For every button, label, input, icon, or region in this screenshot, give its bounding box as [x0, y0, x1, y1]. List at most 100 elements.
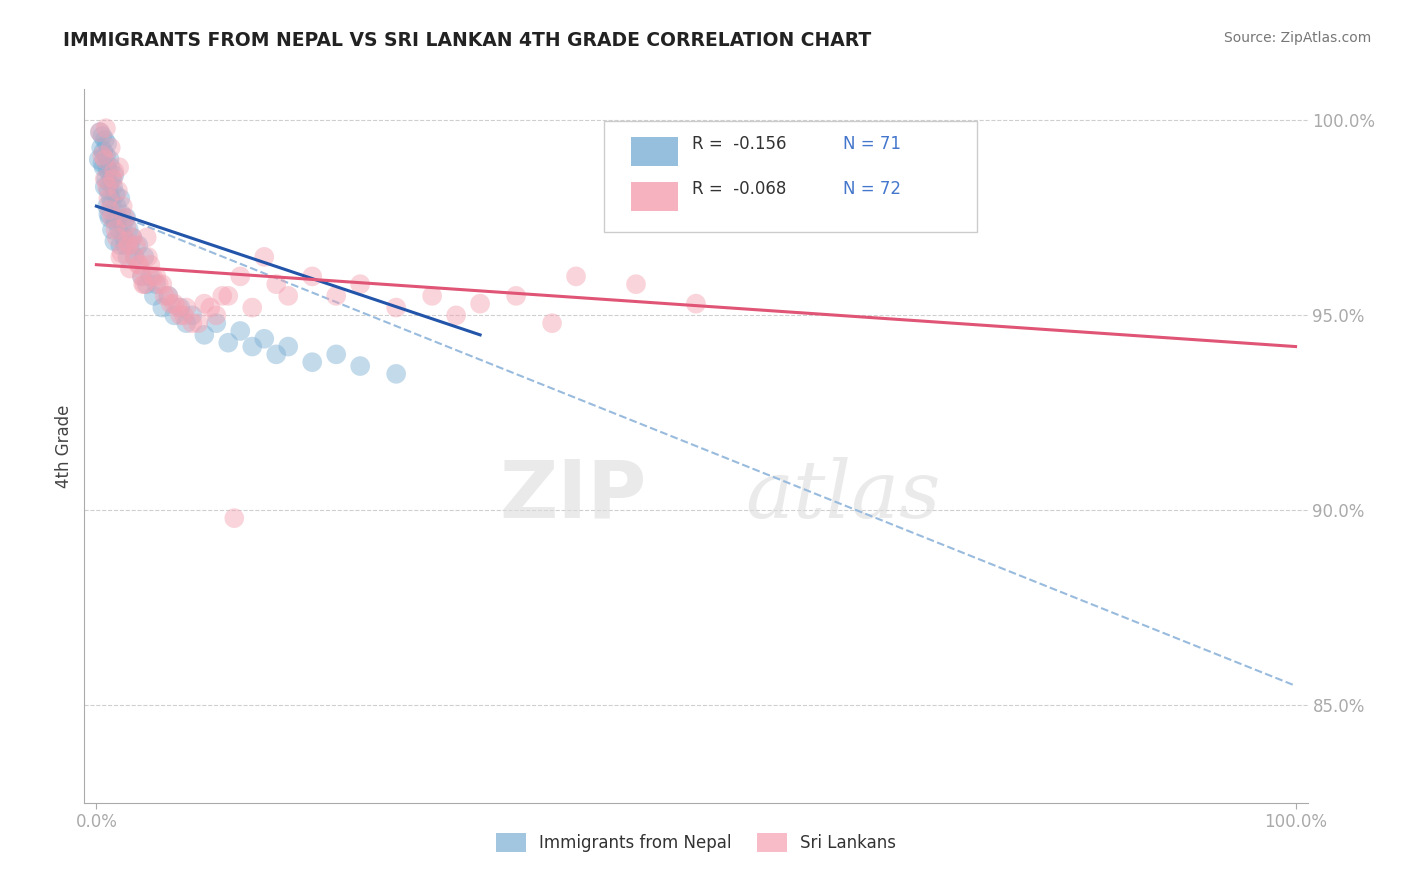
Point [157, 289, 180, 303]
Point [101, 172, 124, 186]
Point [97, 184, 120, 198]
Point [205, 309, 228, 323]
Text: R =  -0.068: R = -0.068 [692, 180, 787, 198]
Point [93, 160, 115, 174]
Point [148, 277, 170, 292]
Point [264, 347, 287, 361]
Point [121, 230, 143, 244]
Point [145, 277, 167, 292]
Point [107, 211, 129, 225]
Point [125, 238, 148, 252]
Point [349, 277, 371, 292]
Point [89, 125, 111, 139]
Point [127, 258, 149, 272]
Point [118, 238, 141, 252]
Point [118, 222, 141, 236]
Y-axis label: 4th Grade: 4th Grade [55, 404, 73, 488]
Point [93, 133, 117, 147]
Point [167, 301, 190, 315]
Point [150, 301, 173, 315]
Point [131, 269, 153, 284]
Point [96, 199, 118, 213]
Point [91, 128, 114, 143]
Point [115, 211, 138, 225]
Point [91, 148, 114, 162]
Point [142, 269, 165, 284]
Point [128, 258, 150, 272]
Point [253, 332, 276, 346]
Point [325, 347, 347, 361]
Point [124, 250, 146, 264]
Point [94, 172, 117, 186]
Point [101, 222, 124, 236]
Text: ZIP: ZIP [499, 457, 647, 535]
Text: N = 72: N = 72 [842, 180, 901, 198]
Point [264, 277, 287, 292]
Point [97, 191, 120, 205]
Point [96, 136, 118, 151]
Point [110, 250, 132, 264]
Point [110, 238, 132, 252]
Point [103, 168, 125, 182]
Point [103, 164, 125, 178]
Point [93, 145, 115, 159]
Legend: Immigrants from Nepal, Sri Lankans: Immigrants from Nepal, Sri Lankans [489, 826, 903, 859]
Point [101, 172, 124, 186]
Point [98, 176, 121, 190]
Point [134, 277, 156, 292]
Text: atlas: atlas [745, 458, 941, 534]
Point [117, 250, 139, 264]
Bar [631, 182, 678, 211]
Text: N = 71: N = 71 [842, 136, 901, 153]
Text: R =  -0.156: R = -0.156 [692, 136, 787, 153]
Bar [631, 137, 678, 166]
Point [132, 277, 155, 292]
Point [98, 211, 121, 225]
Point [224, 511, 246, 525]
Point [90, 141, 112, 155]
Point [145, 269, 167, 284]
Point [240, 301, 263, 315]
Point [100, 141, 122, 155]
Point [98, 203, 121, 218]
Point [103, 211, 125, 225]
Point [91, 156, 114, 170]
Point [100, 160, 122, 174]
Point [98, 153, 121, 167]
Point [94, 148, 117, 162]
Point [173, 309, 195, 323]
Point [349, 359, 371, 373]
Point [104, 215, 127, 229]
Point [96, 179, 118, 194]
Point [101, 211, 124, 225]
Point [211, 289, 233, 303]
Point [100, 191, 122, 205]
Point [139, 269, 162, 284]
Point [181, 316, 204, 330]
Point [142, 289, 165, 303]
Point [277, 340, 299, 354]
Point [685, 296, 707, 310]
Point [163, 309, 186, 323]
Point [181, 309, 204, 323]
Point [103, 234, 125, 248]
FancyBboxPatch shape [605, 121, 977, 232]
Point [135, 230, 157, 244]
Point [93, 153, 117, 167]
Point [101, 179, 124, 194]
Point [174, 301, 197, 315]
Point [253, 250, 276, 264]
Point [112, 230, 135, 244]
Text: Source: ZipAtlas.com: Source: ZipAtlas.com [1223, 31, 1371, 45]
Point [115, 219, 138, 233]
Point [240, 340, 263, 354]
Point [159, 296, 181, 310]
Point [139, 258, 162, 272]
Point [124, 250, 146, 264]
Point [101, 195, 124, 210]
Point [193, 327, 215, 342]
Point [187, 316, 209, 330]
Point [97, 207, 120, 221]
Point [420, 289, 443, 303]
Point [157, 289, 180, 303]
